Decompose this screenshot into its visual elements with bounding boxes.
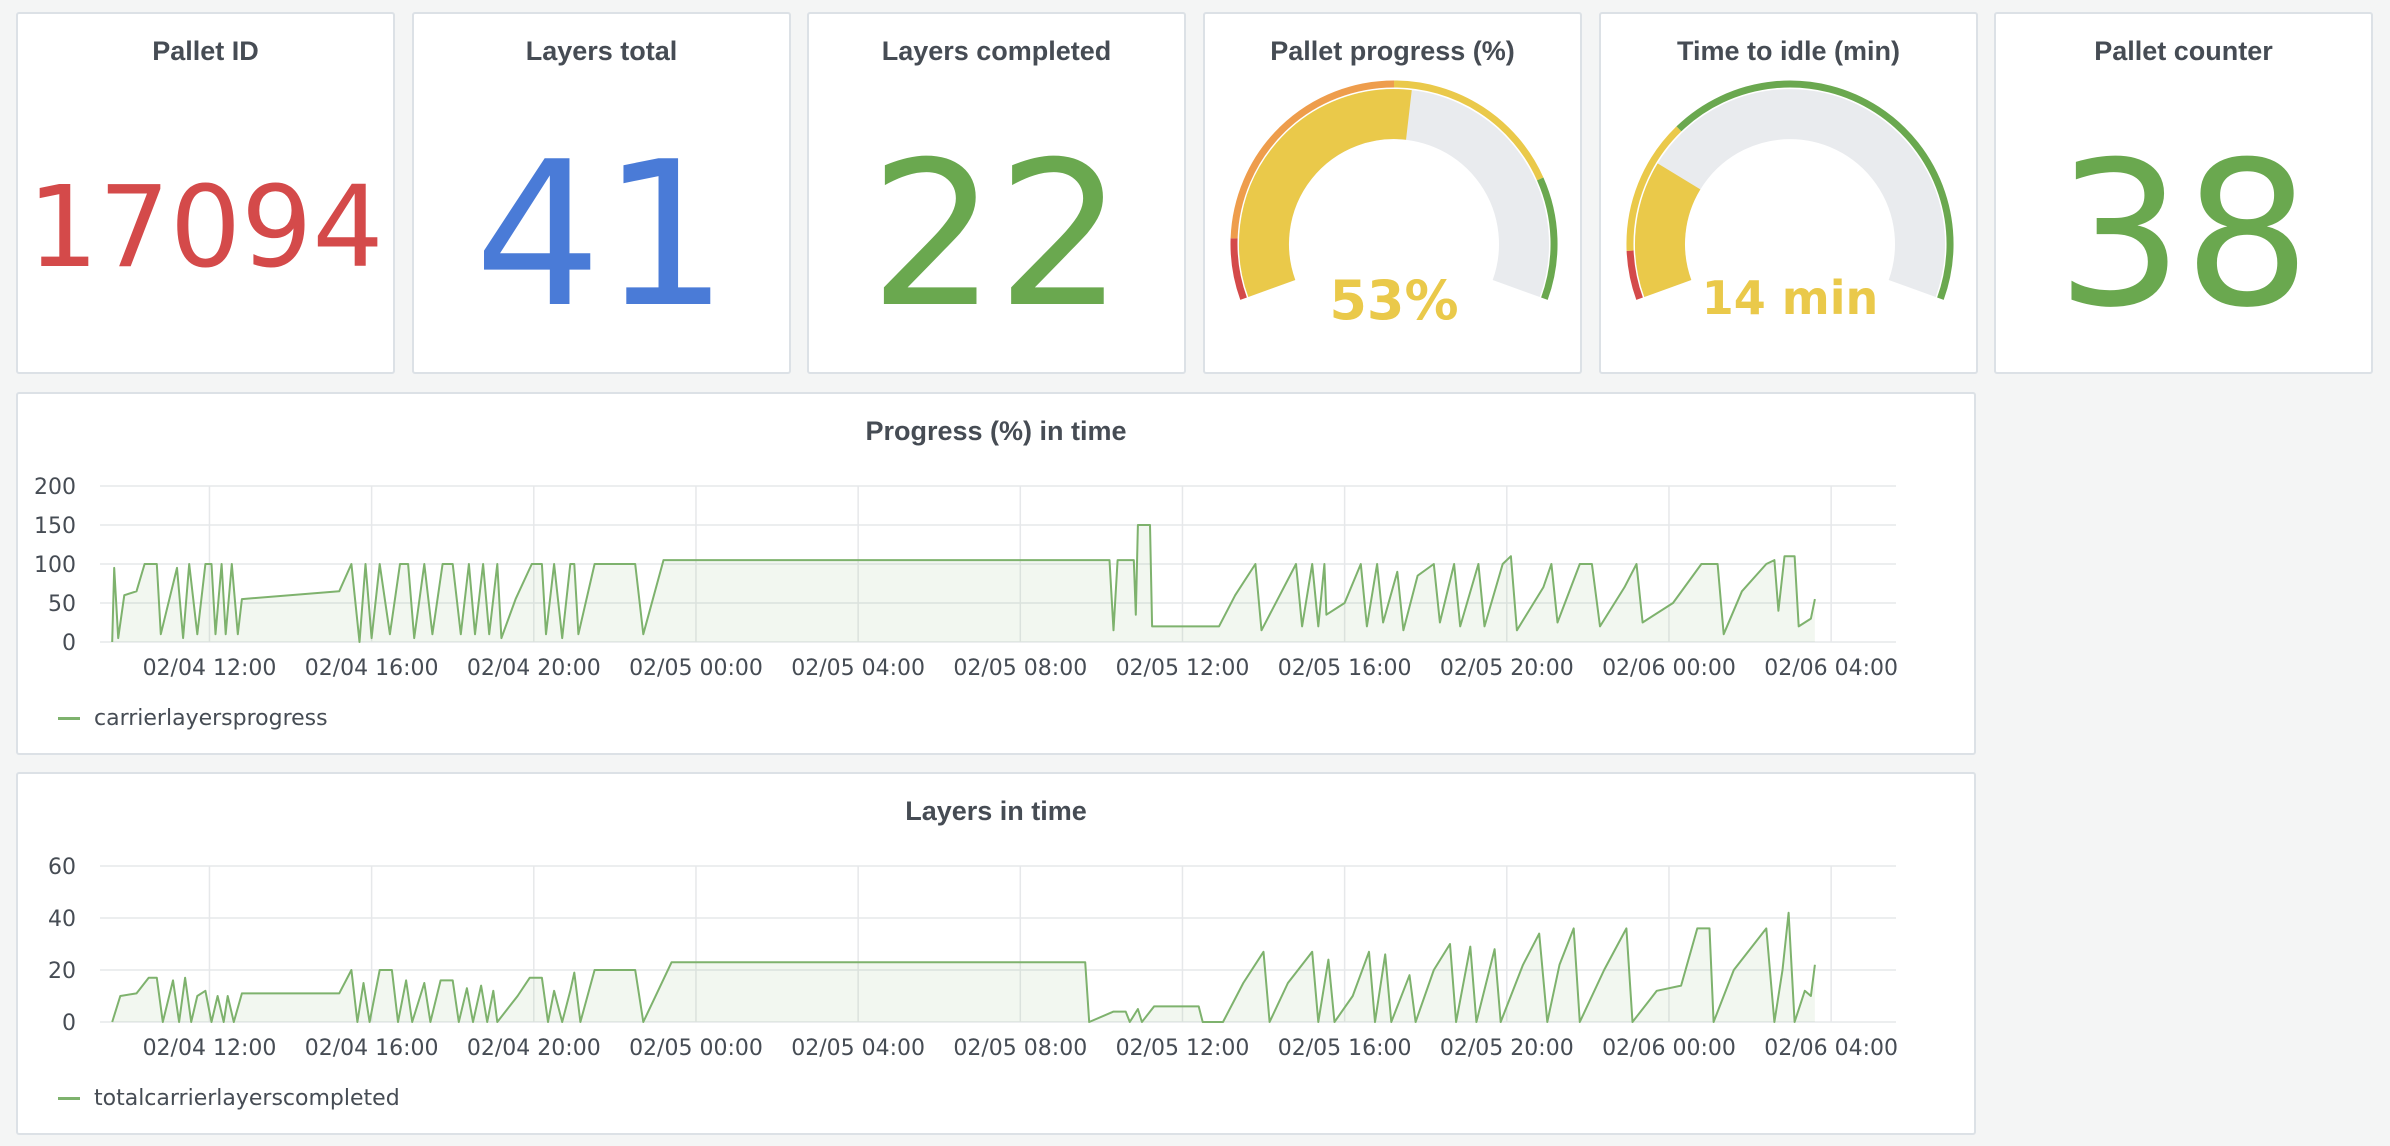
gauge-threshold-green [1676,80,1954,300]
panel-title: Layers in time [905,796,1087,826]
gauge-threshold-red [1230,238,1247,300]
series-area [112,912,1815,1022]
y-tick-label: 40 [48,907,76,932]
pallet-id-value: 17094 [27,163,384,293]
series-line [111,524,1816,643]
x-tick-label: 02/05 16:00 [1278,1036,1412,1061]
progress-chart-panel[interactable]: Progress (%) in time 0 50 100 150 200 02/04 1… [16,392,1976,755]
gauge-value: 14 min [1702,271,1878,325]
x-tick-label: 02/05 04:00 [791,1036,925,1061]
y-tick-label: 20 [48,959,76,984]
x-tick-label: 02/06 04:00 [1764,1036,1898,1061]
x-tick-label: 02/06 00:00 [1602,656,1736,681]
x-tick-label: 02/05 16:00 [1278,656,1412,681]
x-tick-label: 02/05 20:00 [1440,1036,1574,1061]
x-tick-label: 02/04 20:00 [467,656,601,681]
x-tick-label: 02/05 12:00 [1116,1036,1250,1061]
gauge-threshold-yellow [1626,126,1682,251]
gauge-track [1635,89,1945,297]
legend-label: totalcarrierlayerscompleted [94,1086,400,1111]
x-tick-label: 02/05 20:00 [1440,656,1574,681]
progress-chart[interactable]: 0 50 100 150 200 02/04 12:00 02/04 16:00 02/04 … [18,394,1978,757]
x-tick-label: 02/05 04:00 [791,656,925,681]
panel-title: Time to idle (min) [1676,36,1900,66]
gauge-threshold-yellow [1393,80,1544,181]
gauge-fill [1238,89,1412,298]
layers-total-panel[interactable]: Layers total 41 [412,12,791,374]
legend-swatch [58,717,80,720]
x-tick-label: 02/06 00:00 [1602,1036,1736,1061]
pallet-progress-gauge: 53% [1230,80,1558,332]
legend-label: carrierlayersprogress [94,706,328,731]
panel-title: Pallet counter [2094,36,2273,66]
panel-title: Pallet ID [152,36,259,66]
y-tick-label: 0 [62,631,76,656]
layers-completed-panel[interactable]: Layers completed 22 [807,12,1186,374]
layers-total-value: 41 [474,119,729,352]
x-tick-label: 02/05 12:00 [1116,656,1250,681]
x-tick-label: 02/05 08:00 [953,656,1087,681]
y-tick-label: 0 [62,1011,76,1036]
pallet-progress-panel[interactable]: Pallet progress (%) 53% [1203,12,1582,374]
series-line [111,911,1816,1023]
x-tick-label: 02/04 16:00 [305,656,439,681]
pallet-counter-panel[interactable]: Pallet counter 38 [1994,12,2373,374]
legend-swatch [58,1097,80,1100]
time-to-idle-gauge: 14 min [1626,80,1954,325]
pallet-id-panel[interactable]: Pallet ID 17094 [16,12,395,374]
panel-title: Progress (%) in time [865,416,1127,446]
gauge-threshold-green [1537,177,1558,300]
layers-chart-panel[interactable]: Layers in time 0 20 40 60 02/04 12:00 02/04 1… [16,772,1976,1135]
legend[interactable]: carrierlayersprogress [58,706,328,731]
y-tick-label: 60 [48,855,76,880]
gauge-value: 53% [1329,269,1458,332]
x-tick-label: 02/04 16:00 [305,1036,439,1061]
gauge-threshold-red [1626,250,1643,300]
y-tick-label: 100 [34,553,76,578]
x-tick-label: 02/06 04:00 [1764,656,1898,681]
gauge-threshold-orange [1230,80,1395,239]
y-tick-label: 200 [34,475,76,500]
panel-title: Layers completed [881,36,1112,66]
x-tick-label: 02/05 00:00 [629,656,763,681]
panel-title: Pallet progress (%) [1270,36,1515,66]
gauge-fill [1634,163,1701,298]
y-tick-label: 150 [34,514,76,539]
x-tick-label: 02/04 20:00 [467,1036,601,1061]
panel-title: Layers total [525,36,678,66]
pallet-counter-value: 38 [2056,119,2311,352]
x-tick-label: 02/05 08:00 [953,1036,1087,1061]
legend[interactable]: totalcarrierlayerscompleted [58,1086,400,1111]
y-tick-label: 50 [48,592,76,617]
time-to-idle-panel[interactable]: Time to idle (min) 14 min [1599,12,1978,374]
series-area [112,525,1815,642]
layers-chart[interactable]: 0 20 40 60 02/04 12:00 02/04 16:00 02/04 20:00… [18,774,1978,1137]
x-tick-label: 02/05 00:00 [629,1036,763,1061]
x-tick-label: 02/04 12:00 [143,1036,277,1061]
layers-completed-value: 22 [869,119,1124,352]
x-tick-label: 02/04 12:00 [143,656,277,681]
